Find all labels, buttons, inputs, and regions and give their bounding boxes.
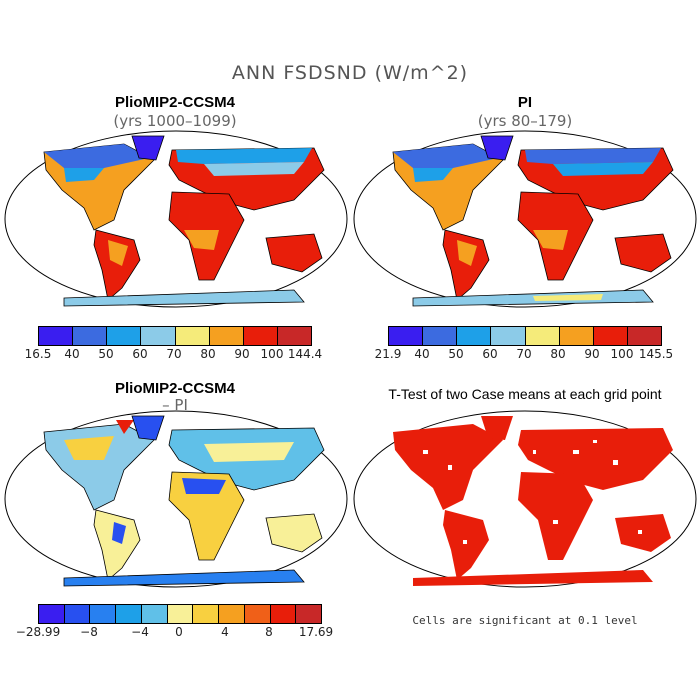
panel1-colorbar-label: 80 (200, 347, 216, 361)
panel1-colorbar-swatch (175, 327, 210, 345)
figure-title: ANN FSDSND (W/m^2) (231, 62, 469, 84)
panel3-colorbar-label: 4 (221, 625, 229, 639)
panel2-colorbar-label: 70 (516, 347, 532, 361)
panel2-colorbar-swatch (559, 327, 594, 345)
panel1-colorbar-label: 50 (98, 347, 114, 361)
panel2-colorbar-label: 60 (482, 347, 498, 361)
panel1-colorbar-label: 100 (260, 347, 284, 361)
panel2-colorbar-swatch (525, 327, 560, 345)
panel1-colorbar-label: 144.4 (287, 347, 323, 361)
panel1-colorbar-swatch (39, 327, 74, 345)
panel3-colorbar-label: −28.99 (15, 625, 61, 639)
panel1-colorbar-label: 16.5 (24, 347, 52, 361)
panel3-subtitle: – PI (162, 396, 188, 414)
panel2-colorbar-label: 90 (584, 347, 600, 361)
panel1-colorbar-label: 90 (234, 347, 250, 361)
panel2-colorbar-swatch (593, 327, 628, 345)
panel3-colorbar-swatch (141, 605, 168, 623)
panel2-colorbar-label: 80 (550, 347, 566, 361)
panel4-map (353, 410, 697, 588)
panel3-colorbar-swatch (296, 605, 322, 623)
panel4-title: T-Test of two Case means at each grid po… (388, 386, 662, 402)
panel3-map (4, 410, 348, 588)
significance-note: Cells are significant at 0.1 level (412, 614, 638, 627)
panel2-colorbar-label: 21.9 (374, 347, 402, 361)
panel3-colorbar-swatch (270, 605, 297, 623)
panel1-map (4, 130, 348, 308)
panel2-colorbar-label: 50 (448, 347, 464, 361)
panel3-colorbar-label: 8 (265, 625, 273, 639)
panel1-subtitle: (yrs 1000–1099) (113, 112, 237, 130)
panel3-colorbar-swatch (116, 605, 142, 623)
panel3-colorbar-swatch (193, 605, 220, 623)
panel3-colorbar-swatch (219, 605, 245, 623)
panel3-colorbar-label: 17.69 (298, 625, 334, 639)
panel1-colorbar-swatch (243, 327, 278, 345)
panel2-subtitle: (yrs 80–179) (477, 112, 573, 130)
panel3-colorbar-swatch (39, 605, 65, 623)
panel3-colorbar-label: −4 (131, 625, 149, 639)
panel2-colorbar-label: 145.5 (638, 347, 674, 361)
panel2-colorbar-swatch (389, 327, 424, 345)
panel2-colorbar-swatch (491, 327, 526, 345)
panel1-colorbar-label: 60 (132, 347, 148, 361)
panel3-colorbar-swatch (167, 605, 194, 623)
panel2-colorbar-swatch (423, 327, 458, 345)
panel2-colorbar (388, 326, 662, 346)
panel2-colorbar-label: 100 (610, 347, 634, 361)
panel1-colorbar-label: 40 (64, 347, 80, 361)
panel1-colorbar-label: 70 (166, 347, 182, 361)
panel1-colorbar-swatch (141, 327, 176, 345)
panel3-colorbar-label: −8 (80, 625, 98, 639)
panel2-colorbar-label: 40 (414, 347, 430, 361)
panel1-colorbar-swatch (209, 327, 244, 345)
panel3-colorbar-swatch (64, 605, 91, 623)
panel1-colorbar-swatch (107, 327, 142, 345)
panel2-map (353, 130, 697, 308)
panel1-title: PlioMIP2-CCSM4 (114, 94, 235, 111)
panel1-colorbar-swatch (73, 327, 108, 345)
panel1-colorbar (38, 326, 312, 346)
panel3-colorbar (38, 604, 322, 624)
panel3-colorbar-swatch (90, 605, 117, 623)
panel2-colorbar-swatch (627, 327, 661, 345)
panel3-colorbar-label: 0 (175, 625, 183, 639)
panel3-colorbar-swatch (244, 605, 271, 623)
panel2-title: PI (517, 94, 533, 111)
panel1-colorbar-swatch (277, 327, 311, 345)
panel2-colorbar-swatch (457, 327, 492, 345)
panel3-title: PlioMIP2-CCSM4 (114, 380, 235, 397)
